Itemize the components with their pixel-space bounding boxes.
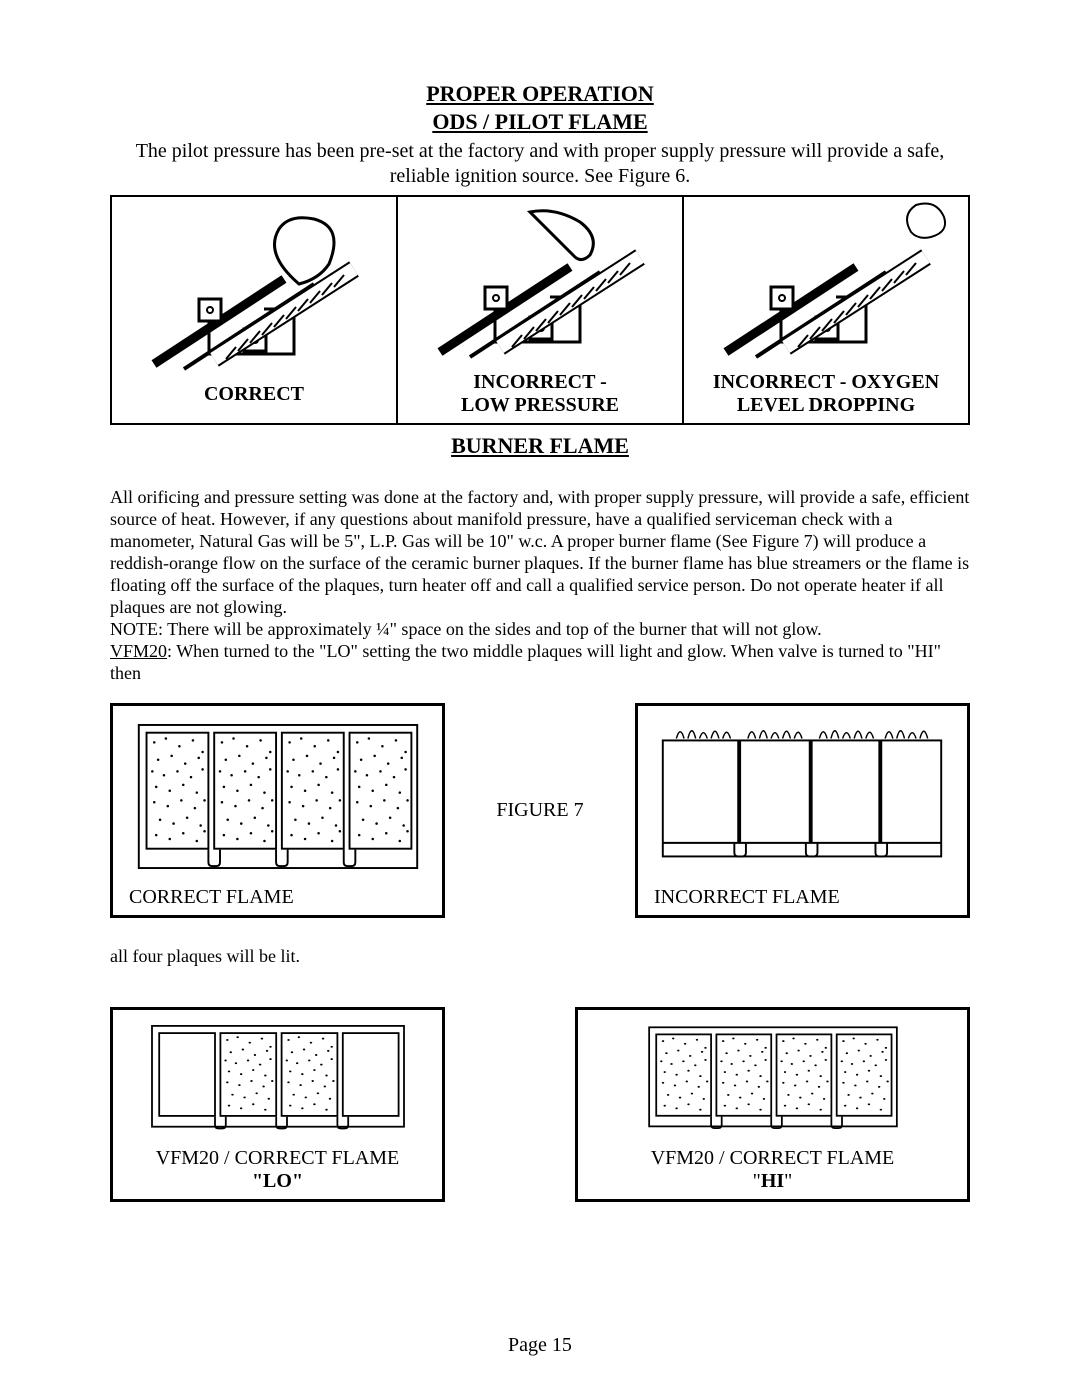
after-note: all four plaques will be lit. bbox=[110, 946, 970, 967]
pilot-cell-oxygen-drop: INCORRECT - OXYGEN LEVEL DROPPING bbox=[683, 196, 969, 424]
title-line-2: ODS / PILOT FLAME bbox=[110, 108, 970, 136]
vfm20-lo-figure bbox=[129, 1019, 426, 1139]
vfm20-lo-caption: VFM20 / CORRECT FLAME "LO" bbox=[129, 1147, 426, 1193]
intro-line-2: reliable ignition source. See Figure 6. bbox=[110, 164, 970, 189]
pilot-caption-correct: CORRECT bbox=[112, 379, 396, 412]
body-note: NOTE: There will be approximately ¼" spa… bbox=[110, 619, 822, 639]
body-text: All orificing and pressure setting was d… bbox=[110, 487, 970, 685]
vfm20-lo-caption-l2-bold: "LO" bbox=[252, 1170, 303, 1192]
pilot-cell-low-pressure: INCORRECT - LOW PRESSURE bbox=[397, 196, 683, 424]
vfm20-rest: : When turned to the "LO" setting the tw… bbox=[110, 641, 941, 683]
incorrect-flame-box: INCORRECT FLAME bbox=[635, 703, 970, 918]
pilot-cell-correct: CORRECT bbox=[111, 196, 397, 424]
title-block: PROPER OPERATION ODS / PILOT FLAME bbox=[110, 80, 970, 135]
title-line-1: PROPER OPERATION bbox=[110, 80, 970, 108]
vfm20-hi-caption-l1: VFM20 / CORRECT FLAME bbox=[594, 1147, 951, 1170]
pilot-figure-correct bbox=[112, 209, 396, 379]
page-number: Page 15 bbox=[0, 1334, 1080, 1357]
vfm20-hi-caption: VFM20 / CORRECT FLAME "HI" bbox=[594, 1147, 951, 1193]
vfm20-label: VFM20 bbox=[110, 641, 167, 661]
pilot-figure-low-pressure bbox=[398, 197, 682, 367]
pilot-caption-ox-l2: LEVEL DROPPING bbox=[690, 394, 962, 417]
vfm20-lo-caption-l2: "LO" bbox=[129, 1170, 426, 1193]
vfm20-lo-box: VFM20 / CORRECT FLAME "LO" bbox=[110, 1007, 445, 1202]
hi-q-open: " bbox=[753, 1170, 761, 1192]
figure7-row: CORRECT FLAME FIGURE 7 bbox=[110, 703, 970, 918]
pilot-caption-lp-l1: INCORRECT - bbox=[404, 371, 676, 394]
figure7-label: FIGURE 7 bbox=[496, 799, 583, 822]
pilot-figure-oxygen-drop bbox=[684, 197, 968, 367]
correct-flame-box: CORRECT FLAME bbox=[110, 703, 445, 918]
pilot-caption-oxygen: INCORRECT - OXYGEN LEVEL DROPPING bbox=[684, 367, 968, 423]
burner-heading: BURNER FLAME bbox=[110, 433, 970, 459]
pilot-caption-low-pressure: INCORRECT - LOW PRESSURE bbox=[398, 367, 682, 423]
correct-flame-figure bbox=[129, 716, 426, 878]
pilot-caption-lp-l2: LOW PRESSURE bbox=[404, 394, 676, 417]
intro-line-1: The pilot pressure has been pre-set at t… bbox=[110, 139, 970, 164]
vfm20-hi-caption-l2: "HI" bbox=[594, 1170, 951, 1193]
page: PROPER OPERATION ODS / PILOT FLAME The p… bbox=[0, 0, 1080, 1397]
pilot-flame-table: CORRECT bbox=[110, 195, 970, 425]
body-paragraph: All orificing and pressure setting was d… bbox=[110, 487, 969, 617]
pilot-caption-correct-l1: CORRECT bbox=[204, 383, 304, 405]
pilot-caption-ox-l1: INCORRECT - OXYGEN bbox=[690, 371, 962, 394]
vfm20-lo-caption-l1: VFM20 / CORRECT FLAME bbox=[129, 1147, 426, 1170]
correct-flame-caption: CORRECT FLAME bbox=[129, 886, 426, 909]
vfm20-hi-figure bbox=[594, 1020, 951, 1139]
vfm20-hi-box: VFM20 / CORRECT FLAME "HI" bbox=[575, 1007, 970, 1202]
incorrect-flame-caption: INCORRECT FLAME bbox=[654, 886, 951, 909]
intro-text: The pilot pressure has been pre-set at t… bbox=[110, 139, 970, 189]
hi-q-close: " bbox=[784, 1170, 792, 1192]
hi-bold: HI bbox=[761, 1170, 784, 1192]
vfm20-row: VFM20 / CORRECT FLAME "LO" bbox=[110, 1007, 970, 1202]
incorrect-flame-figure bbox=[654, 716, 951, 878]
